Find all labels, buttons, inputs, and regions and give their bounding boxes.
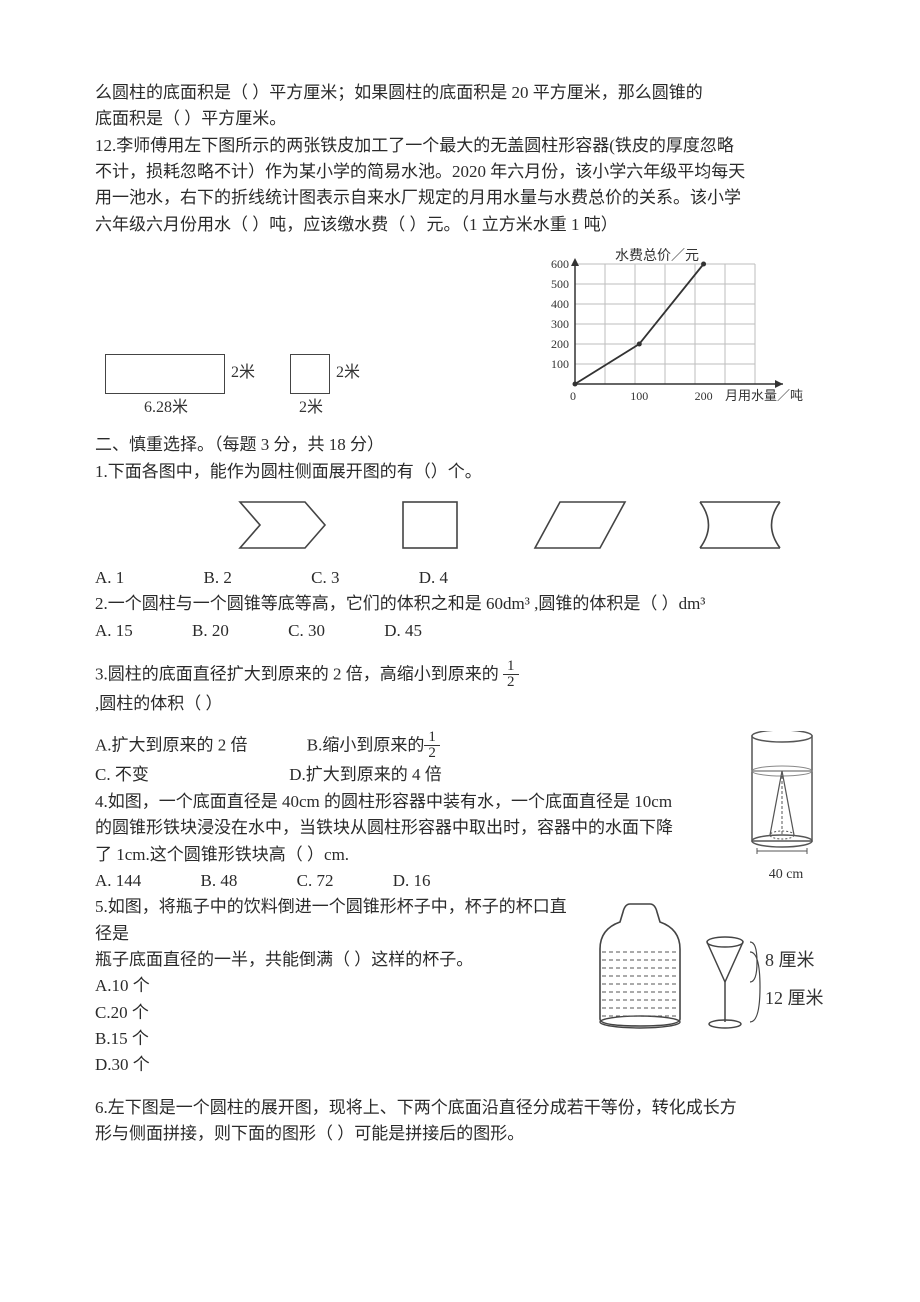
q5-opt-d: D.30 个: [95, 1052, 571, 1078]
rect-large-h-label: 2米: [231, 361, 255, 386]
intro-line2: 底面积是（ ）平方厘米。: [95, 106, 825, 132]
q4-opt-b: B. 48: [201, 868, 238, 894]
q2-opt-b: B. 20: [192, 618, 229, 644]
shape-concave: [695, 497, 785, 553]
q4-line-c: 了 1cm.这个圆锥形铁块高（ ）cm.: [95, 842, 737, 868]
q5-block: 5.如图，将瓶子中的饮料倒进一个圆锥形杯子中，杯子的杯口直径是 瓶子底面直径的一…: [95, 894, 825, 1078]
q2-options: A. 15 B. 20 C. 30 D. 45: [95, 618, 825, 644]
q5-line-a: 5.如图，将瓶子中的饮料倒进一个圆锥形杯子中，杯子的杯口直径是: [95, 894, 571, 947]
q4-fig-label: 40 cm: [747, 864, 825, 886]
q4-opt-c: C. 72: [297, 868, 334, 894]
q5-opt-a: A.10 个: [95, 973, 571, 999]
fraction-half-icon-2: 12: [424, 730, 440, 761]
q3-q4-block: A.扩大到原来的 2 倍 B.缩小到原来的12 C. 不变 D.扩大到原来的 4…: [95, 731, 825, 894]
shape-rectangle: [395, 497, 465, 553]
q5-line-b: 瓶子底面直径的一半，共能倒满（ ）这样的杯子。: [95, 947, 571, 973]
q3-opt-c: C. 不变: [95, 762, 285, 788]
q3-line2: ,圆柱的体积（ ）: [95, 691, 825, 717]
price-chart: 水费总价／元 100 200 300 400 500 600 0 100 200 月用水量／吨: [525, 248, 825, 416]
q3-opt-b-pre: B.缩小到原来的: [307, 736, 425, 755]
q1-opt-c: C. 3: [311, 565, 339, 591]
section2-header: 二、慎重选择。（每题 3 分，共 18 分）: [95, 432, 825, 458]
q1-opt-b: B. 2: [204, 565, 232, 591]
rect-small-h-label: 2米: [336, 361, 360, 386]
q6-line-a: 6.左下图是一个圆柱的展开图，现将上、下两个底面沿直径分成若干等份，转化成长方: [95, 1095, 825, 1121]
fraction-half-icon: 12: [503, 659, 519, 690]
q12-line-b: 不计，损耗忽略不计）作为某小学的简易水池。2020 年六月份，该小学六年级平均每…: [95, 159, 825, 185]
bottle-cup-icon: 8 厘米 12 厘米: [575, 894, 825, 1039]
svg-text:200: 200: [551, 337, 569, 351]
intro-line1: 么圆柱的底面积是（ ）平方厘米；如果圆柱的底面积是 20 平方厘米，那么圆锥的: [95, 80, 825, 106]
q2-opt-d: D. 45: [384, 618, 422, 644]
q5-opt-c: C.20 个: [95, 1000, 571, 1026]
q12-line-d: 六年级六月份用水（ ）吨，应该缴水费（ ）元。（1 立方米水重 1 吨）: [95, 212, 825, 238]
q2-text: 2.一个圆柱与一个圆锥等底等高，它们的体积之和是 60dm³ ,圆锥的体积是（ …: [95, 591, 825, 617]
svg-text:0: 0: [570, 389, 576, 403]
q2-opt-a: A. 15: [95, 618, 133, 644]
q5-label-12: 12 厘米: [765, 988, 824, 1008]
shape-parallelogram: [530, 497, 630, 553]
rect-small-w-label: 2米: [299, 396, 323, 421]
q12-figure-row: 2米 6.28米 2米 2米 水费总价／元 100 200 300 400 500 600 0…: [95, 248, 825, 420]
q1-text: 1.下面各图中，能作为圆柱侧面展开图的有（）个。: [95, 459, 825, 485]
svg-text:500: 500: [551, 277, 569, 291]
q1-options: A. 1 B. 2 C. 3 D. 4: [95, 565, 825, 591]
rect-small: 2米 2米: [290, 354, 360, 421]
q5-opt-b: B.15 个: [95, 1026, 571, 1052]
q12-line-a: 12.李师傅用左下图所示的两张铁皮加工了一个最大的无盖圆柱形容器(铁皮的厚度忽略: [95, 133, 825, 159]
rect-large-w-label: 6.28米: [144, 396, 188, 421]
q4-opt-a: A. 144: [95, 868, 141, 894]
price-chart-svg: 水费总价／元 100 200 300 400 500 600 0 100 200 月用水量／吨: [525, 248, 825, 408]
q1-shapes-row: [95, 491, 825, 559]
svg-text:600: 600: [551, 257, 569, 271]
rect-large: 2米 6.28米: [105, 354, 255, 421]
q4-line-b: 的圆锥形铁块浸没在水中，当铁块从圆柱形容器中取出时，容器中的水面下降: [95, 815, 737, 841]
q1-opt-d: D. 4: [419, 565, 448, 591]
q4-options: A. 144 B. 48 C. 72 D. 16: [95, 868, 737, 894]
q3-opt-d: D.扩大到原来的 4 倍: [289, 765, 442, 784]
q4-opt-d: D. 16: [393, 868, 431, 894]
svg-text:100: 100: [551, 357, 569, 371]
svg-text:水费总价／元: 水费总价／元: [615, 248, 699, 264]
q12-line-c: 用一池水，右下的折线统计图表示自来水厂规定的月用水量与水费总价的关系。该小学: [95, 185, 825, 211]
page: 么圆柱的底面积是（ ）平方厘米；如果圆柱的底面积是 20 平方厘米，那么圆锥的 …: [0, 0, 920, 1187]
q3-text-a: 3.圆柱的底面直径扩大到原来的 2 倍，高缩小到原来的: [95, 665, 503, 684]
q3-opt-row2: C. 不变 D.扩大到原来的 4 倍: [95, 762, 737, 788]
cylinder-cone-icon: [747, 731, 825, 861]
q4-figure: 40 cm: [747, 731, 825, 885]
q3-opt-a: A.扩大到原来的 2 倍: [95, 736, 248, 755]
svg-text:300: 300: [551, 317, 569, 331]
svg-text:月用水量／吨: 月用水量／吨: [725, 388, 803, 403]
q4-line-a: 4.如图，一个底面直径是 40cm 的圆柱形容器中装有水，一个底面直径是 10c…: [95, 789, 737, 815]
svg-text:100: 100: [630, 389, 648, 403]
q3-opt-row1: A.扩大到原来的 2 倍 B.缩小到原来的12: [95, 731, 737, 762]
svg-text:200: 200: [695, 389, 713, 403]
q1-opt-a: A. 1: [95, 565, 124, 591]
q2-opt-c: C. 30: [288, 618, 325, 644]
q3-line1: 3.圆柱的底面直径扩大到原来的 2 倍，高缩小到原来的 12: [95, 660, 825, 691]
q5-label-8: 8 厘米: [765, 950, 815, 970]
q5-figure: 8 厘米 12 厘米: [575, 894, 825, 1047]
svg-text:400: 400: [551, 297, 569, 311]
shape-arrow-hex: [235, 497, 330, 553]
q6-line-b: 形与侧面拼接，则下面的图形（ ）可能是拼接后的图形。: [95, 1121, 825, 1147]
